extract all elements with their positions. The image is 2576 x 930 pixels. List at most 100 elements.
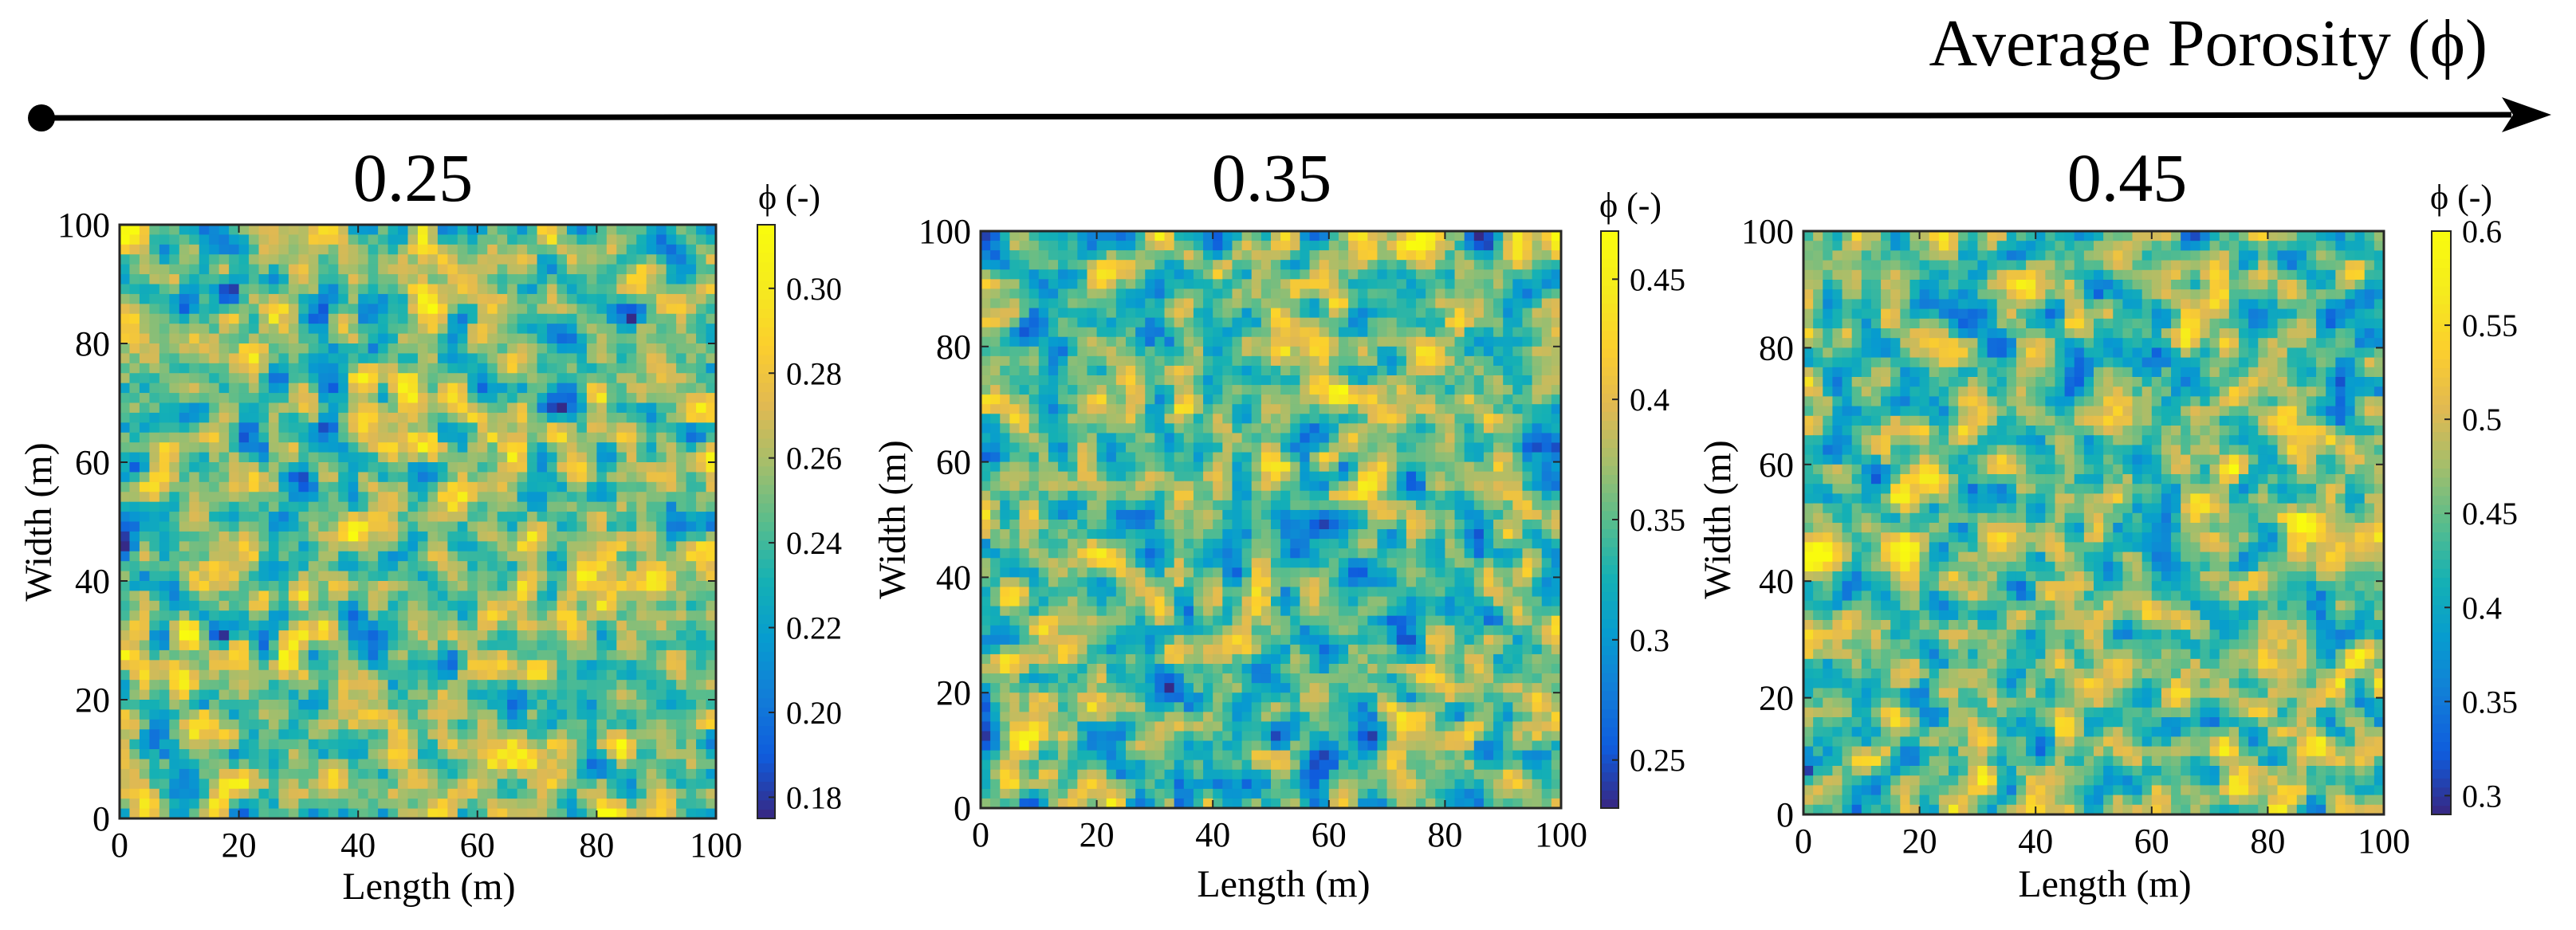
heatmap-cell: [398, 799, 409, 810]
heatmap-cell: [497, 739, 508, 750]
heatmap-cell: [378, 531, 389, 542]
heatmap-cell: [626, 501, 637, 512]
heatmap-cell: [1048, 250, 1059, 261]
heatmap-cell: [487, 492, 498, 503]
heatmap-cell: [487, 472, 498, 483]
heatmap-cell: [676, 669, 687, 681]
heatmap-cell: [209, 472, 220, 483]
heatmap-cell: [556, 412, 568, 423]
heatmap-cell: [507, 768, 518, 779]
heatmap-cell: [1087, 355, 1098, 367]
heatmap-cell: [1115, 308, 1127, 319]
heatmap-cell: [269, 234, 280, 245]
heatmap-cell: [567, 531, 578, 542]
heatmap-cell: [981, 250, 991, 261]
heatmap-cell: [656, 442, 667, 453]
heatmap-cell: [567, 630, 578, 642]
heatmap-cell: [1164, 423, 1175, 434]
heatmap-cell: [269, 492, 280, 503]
heatmap-cell: [696, 700, 707, 711]
heatmap-cell: [368, 610, 379, 622]
heatmap-cell: [1232, 327, 1243, 338]
heatmap-cell: [626, 481, 637, 492]
heatmap-cell: [616, 779, 627, 790]
heatmap-cell: [1203, 336, 1213, 347]
heatmap-cell: [636, 561, 647, 572]
heatmap-cell: [437, 581, 448, 592]
heatmap-cell: [1126, 288, 1136, 300]
heatmap-cell: [298, 363, 309, 374]
heatmap-cell: [626, 561, 637, 572]
heatmap-cell: [1473, 346, 1485, 357]
heatmap-cell: [437, 640, 448, 651]
heatmap-cell: [686, 759, 697, 770]
heatmap-cell: [288, 700, 299, 711]
heatmap-cell: [606, 244, 617, 255]
heatmap-cell: [378, 492, 389, 503]
heatmap-cell: [159, 472, 170, 483]
heatmap-cell: [238, 244, 250, 255]
heatmap-cell: [1068, 423, 1078, 434]
heatmap-cell: [626, 630, 637, 642]
heatmap-cell: [1532, 308, 1543, 319]
heatmap-cell: [238, 630, 250, 642]
heatmap-cell: [387, 343, 399, 355]
heatmap-cell: [497, 422, 508, 434]
heatmap-cell: [358, 700, 369, 711]
heatmap-cell: [328, 739, 339, 750]
heatmap-cell: [606, 383, 617, 394]
heatmap-cell: [1280, 375, 1291, 386]
heatmap-cell: [407, 640, 419, 651]
heatmap-cell: [308, 244, 319, 255]
heatmap-cell: [1106, 241, 1117, 251]
heatmap-cell: [1358, 327, 1368, 338]
heatmap-cell: [120, 600, 131, 611]
heatmap-cell: [218, 551, 230, 562]
heatmap-cell: [696, 808, 707, 819]
heatmap-cell: [120, 551, 131, 562]
heatmap-cell: [229, 501, 240, 512]
heatmap-cell: [209, 561, 220, 572]
heatmap-cell: [656, 472, 667, 483]
heatmap-cell: [1464, 404, 1475, 414]
heatmap-cell: [437, 254, 448, 265]
heatmap-cell: [427, 759, 439, 770]
heatmap-cell: [288, 343, 299, 355]
heatmap-cell: [576, 561, 588, 572]
heatmap-cell: [258, 779, 269, 790]
heatmap-cell: [1290, 375, 1300, 386]
heatmap-cell: [1145, 375, 1155, 386]
heatmap-cell: [288, 768, 299, 779]
heatmap-cell: [139, 600, 150, 611]
heatmap-cell: [576, 293, 588, 304]
heatmap-cell: [706, 462, 717, 473]
heatmap-cell: [368, 274, 379, 285]
heatmap-cell: [269, 779, 280, 790]
heatmap-cell: [218, 649, 230, 661]
heatmap-cell: [576, 630, 588, 642]
heatmap-cell: [596, 600, 608, 611]
heatmap-cell: [1416, 385, 1426, 395]
heatmap-cell: [288, 324, 299, 335]
heatmap-cell: [596, 808, 608, 819]
x-tick-label: 0: [111, 826, 128, 865]
heatmap-cell: [537, 591, 548, 602]
heatmap-cell: [129, 293, 140, 304]
heatmap-cell: [1038, 327, 1049, 338]
heatmap-cell: [547, 779, 558, 790]
heatmap-cell: [308, 531, 319, 542]
heatmap-cell: [706, 264, 717, 275]
heatmap-cell: [567, 225, 578, 236]
heatmap-cell: [527, 313, 538, 324]
heatmap-cell: [1503, 375, 1513, 386]
heatmap-cell: [1271, 327, 1281, 338]
heatmap-cell: [1271, 308, 1281, 319]
heatmap-cell: [1232, 241, 1243, 251]
heatmap-cell: [1454, 375, 1465, 386]
heatmap-cell: [1377, 414, 1388, 424]
heatmap-cell: [487, 719, 498, 730]
heatmap-cell: [586, 591, 597, 602]
heatmap-cell: [358, 304, 369, 315]
heatmap-cell: [547, 561, 558, 572]
heatmap-cell: [298, 304, 309, 315]
